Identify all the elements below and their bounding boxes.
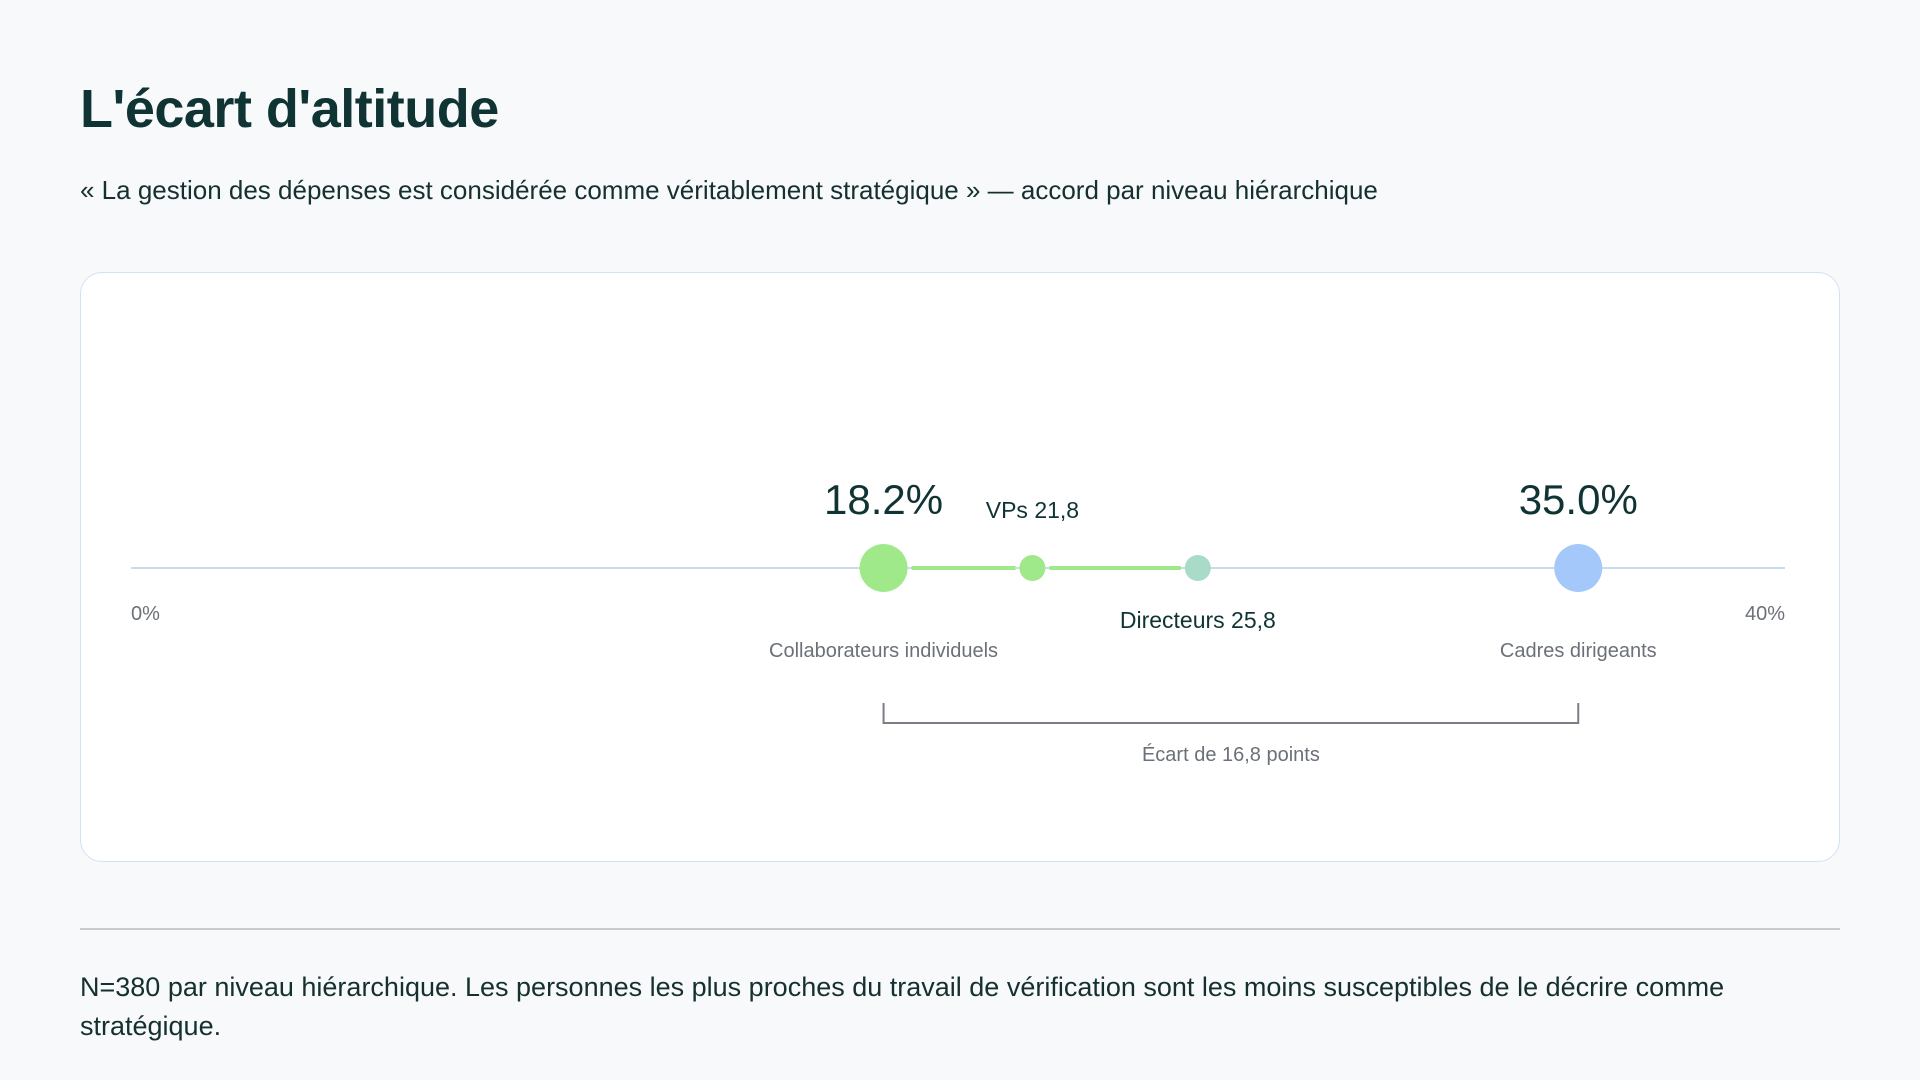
data-points xyxy=(859,544,1603,592)
divider xyxy=(80,928,1840,930)
category-label: Directeurs 25,8 xyxy=(1120,607,1276,633)
page-subtitle: « La gestion des dépenses est considérée… xyxy=(80,175,1378,205)
data-point xyxy=(859,544,908,592)
data-point xyxy=(1019,555,1046,581)
tick-label-max: 40% xyxy=(1745,603,1785,625)
category-label: Collaborateurs individuels xyxy=(769,640,998,662)
tick-label-min: 0% xyxy=(131,603,160,625)
category-label: VPs 21,8 xyxy=(986,497,1079,523)
category-label: Cadres dirigeants xyxy=(1500,640,1657,662)
point-labels: 18.2% Collaborateurs individuels VPs 21,8 D… xyxy=(769,476,1657,662)
gap-label: Écart de 16,8 points xyxy=(1142,743,1320,766)
gap-bracket xyxy=(882,703,1580,724)
data-point xyxy=(1184,555,1211,581)
data-point xyxy=(1554,544,1603,592)
value-label: 18.2% xyxy=(824,476,943,523)
page-title: L'écart d'altitude xyxy=(80,79,499,139)
value-label: 35.0% xyxy=(1519,476,1638,523)
chart-card: 18.2% Collaborateurs individuels VPs 21,8 D… xyxy=(80,272,1840,862)
footnote: N=380 par niveau hiérarchique. Les perso… xyxy=(80,972,1725,1041)
dot-plot-chart: 18.2% Collaborateurs individuels VPs 21,8 D… xyxy=(131,476,1785,766)
